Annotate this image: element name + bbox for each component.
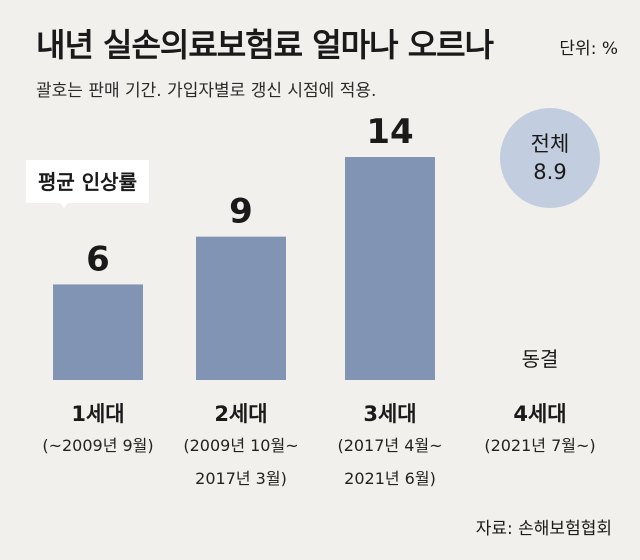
overall-label: 전체: [530, 132, 570, 156]
category-period-2-1: (2009년 10월~: [183, 436, 298, 455]
bar-3: [345, 157, 435, 380]
average-increase-callout: 평균 인상률: [26, 160, 149, 203]
category-period-4-1: (2021년 7월~): [484, 436, 595, 455]
category-label-4: 4세대: [513, 402, 566, 426]
category-period-1-1: (~2009년 9월): [42, 436, 153, 455]
callout-pointer: [56, 198, 72, 208]
category-period-2-2: 2017년 3월): [195, 469, 287, 488]
value-label-4: 동결: [522, 347, 559, 371]
overall-average-badge: 전체 8.9: [500, 108, 600, 208]
value-label-2: 9: [229, 192, 253, 232]
bar-2: [196, 236, 286, 380]
bar-1: [53, 284, 143, 380]
category-period-3-2: 2021년 6월): [344, 469, 436, 488]
value-label-1: 6: [86, 239, 110, 279]
category-label-3: 3세대: [363, 402, 416, 426]
source-credit: 자료: 손해보험협회: [475, 519, 612, 539]
category-label-1: 1세대: [71, 402, 124, 426]
category-period-3-1: (2017년 4월~: [337, 436, 442, 455]
chart-subtitle: 괄호는 판매 기간. 가입자별로 갱신 시점에 적용.: [36, 81, 377, 101]
chart-title: 내년 실손의료보험료 얼마나 오르나: [36, 26, 494, 64]
overall-value: 8.9: [533, 160, 567, 184]
value-label-3: 14: [366, 112, 413, 152]
category-label-2: 2세대: [214, 402, 267, 426]
unit-label: 단위: %: [559, 39, 618, 59]
